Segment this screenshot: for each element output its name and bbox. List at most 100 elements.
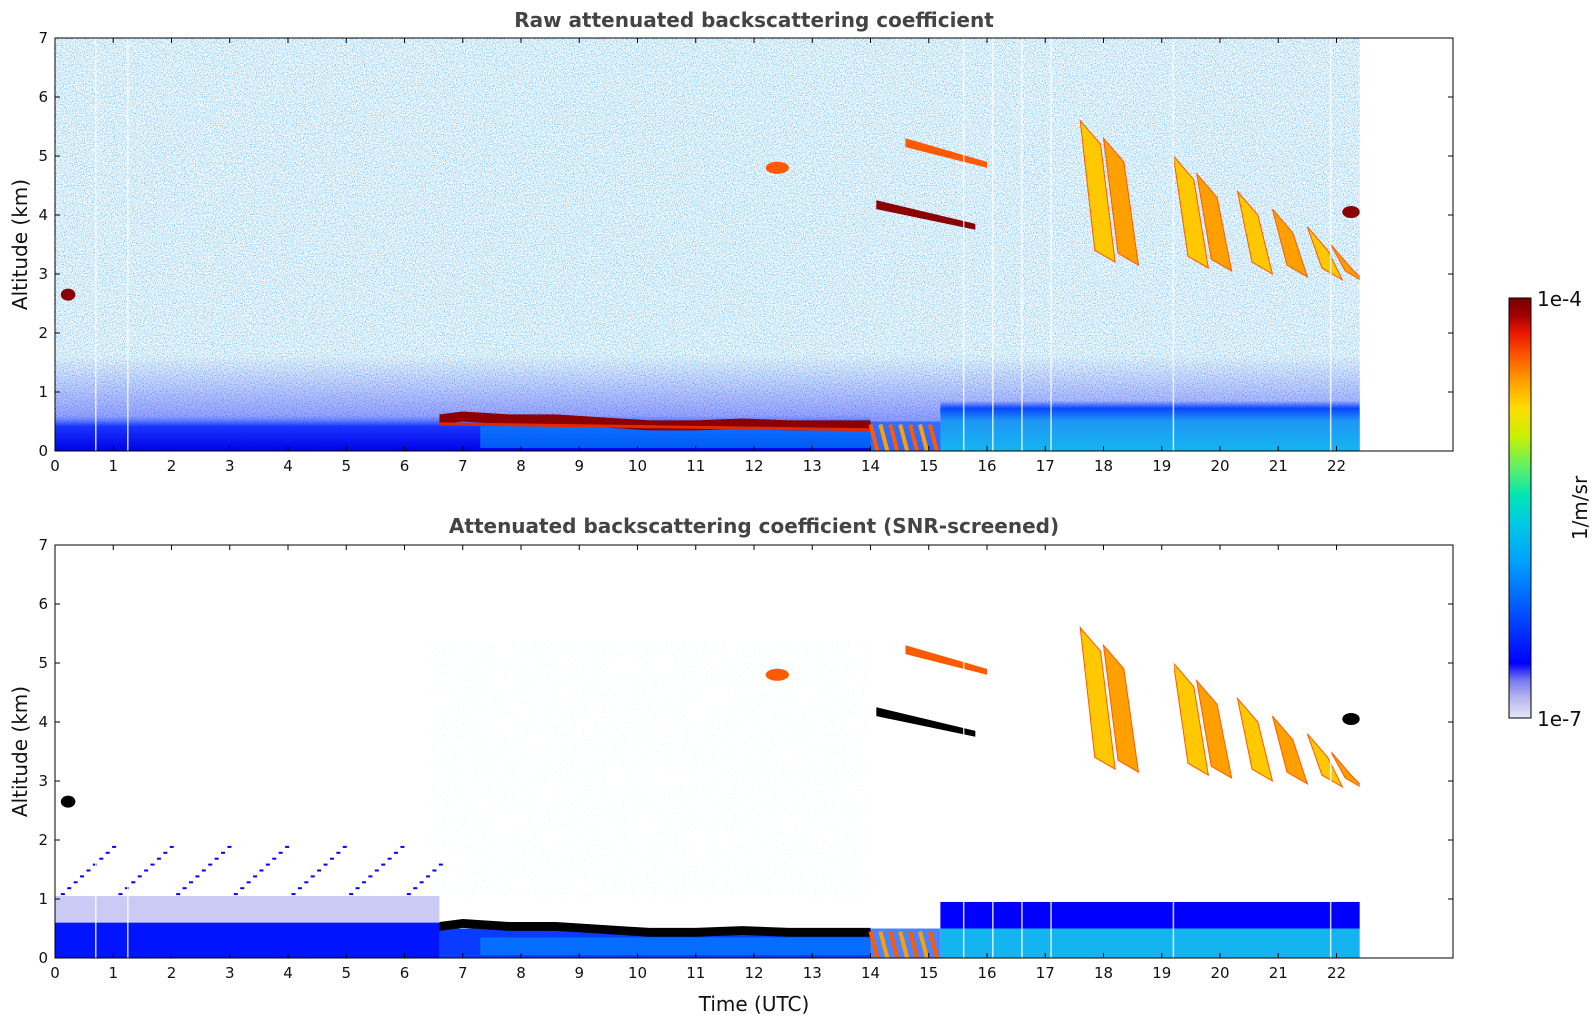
screened-bl-dayfill bbox=[480, 937, 871, 956]
screened-noise-dash bbox=[317, 869, 322, 872]
screened-noise-dash bbox=[144, 869, 149, 872]
x-tick-label: 10 bbox=[628, 457, 647, 475]
raw-cloud-patch bbox=[1342, 206, 1360, 219]
screened-cirrus-fallstreak bbox=[1271, 715, 1309, 786]
screened-cirrus-fallstreak bbox=[1236, 696, 1274, 783]
screened-noise-dash bbox=[400, 845, 405, 848]
y-tick-label: 2 bbox=[38, 324, 48, 342]
raw-convective-streak bbox=[898, 423, 910, 451]
screened-convective-streak bbox=[878, 930, 890, 958]
x-tick-label: 17 bbox=[1036, 457, 1055, 475]
screened-noise-dash bbox=[131, 881, 136, 884]
panel-screened-xlabel: Time (UTC) bbox=[698, 992, 810, 1016]
panel-screened: Attenuated backscattering coefficient (S… bbox=[8, 514, 1454, 1016]
screened-noise-dash bbox=[265, 863, 270, 866]
screened-noise-dash bbox=[259, 869, 264, 872]
raw-cloud-patch bbox=[765, 161, 789, 174]
screened-noise-dash bbox=[304, 881, 309, 884]
screened-noise-dash bbox=[349, 893, 354, 896]
raw-cirrus-fallstreak bbox=[1271, 208, 1309, 279]
panel-screened-heatmap bbox=[55, 545, 1453, 958]
screened-noise-dash bbox=[221, 851, 226, 854]
x-tick-label: 15 bbox=[919, 457, 938, 475]
raw-bl-top-edge bbox=[439, 422, 871, 432]
screened-noise-dash bbox=[233, 893, 238, 896]
y-tick-label: 4 bbox=[38, 206, 48, 224]
screened-noise-dash bbox=[105, 851, 110, 854]
screened-noise-dash bbox=[342, 845, 347, 848]
screened-noise-dash bbox=[150, 863, 155, 866]
x-tick-label: 9 bbox=[574, 964, 584, 982]
screened-noise-dash bbox=[246, 881, 251, 884]
panel-screened-title: Attenuated backscattering coefficient (S… bbox=[449, 514, 1059, 538]
x-tick-label: 2 bbox=[167, 964, 177, 982]
screened-bl-early-fringe bbox=[55, 896, 440, 923]
x-tick-label: 13 bbox=[803, 964, 822, 982]
screened-noise-dash bbox=[214, 857, 219, 860]
screened-noise-dash bbox=[272, 857, 277, 860]
x-tick-label: 8 bbox=[516, 964, 526, 982]
panel-raw-title: Raw attenuated backscattering coefficien… bbox=[514, 8, 994, 32]
raw-cirrus-fallstreak bbox=[1172, 154, 1210, 270]
screened-noise-dash bbox=[124, 887, 129, 890]
screened-noise-dash bbox=[374, 869, 379, 872]
x-tick-label: 4 bbox=[283, 457, 293, 475]
x-tick-label: 11 bbox=[686, 457, 705, 475]
colorbar: 1e-4 1e-7 1/m/sr bbox=[1508, 287, 1592, 731]
screened-noise-dash bbox=[291, 893, 296, 896]
screened-noise-dash bbox=[323, 863, 328, 866]
x-tick-label: 3 bbox=[225, 964, 235, 982]
screened-noise-dash bbox=[67, 887, 72, 890]
screened-noise-dash bbox=[368, 875, 373, 878]
screened-noise-dash bbox=[60, 893, 65, 896]
screened-bl-top-layer bbox=[439, 919, 871, 937]
x-tick-label: 7 bbox=[458, 457, 468, 475]
y-tick-label: 6 bbox=[38, 88, 48, 106]
x-tick-label: 5 bbox=[341, 457, 351, 475]
x-tick-label: 18 bbox=[1094, 964, 1113, 982]
screened-noise-dash bbox=[394, 851, 399, 854]
screened-convective-streak bbox=[908, 930, 920, 958]
screened-noise-dash bbox=[188, 881, 193, 884]
screened-noise-dash bbox=[336, 851, 341, 854]
screened-noise-dash bbox=[387, 857, 392, 860]
raw-cirrus-fallstreak bbox=[1195, 172, 1233, 273]
raw-convective-streak bbox=[918, 423, 929, 451]
y-tick-label: 4 bbox=[38, 713, 48, 731]
y-tick-label: 7 bbox=[38, 536, 48, 554]
x-tick-label: 11 bbox=[686, 964, 705, 982]
raw-convective-streak bbox=[927, 423, 939, 451]
x-tick-label: 16 bbox=[977, 964, 996, 982]
screened-convective-streak bbox=[927, 930, 939, 958]
screened-noise-dash bbox=[285, 845, 290, 848]
screened-noise-dash bbox=[176, 893, 181, 896]
screened-bl-late-cyan bbox=[940, 928, 1360, 958]
screened-noise-dash bbox=[432, 869, 437, 872]
y-tick-label: 3 bbox=[38, 772, 48, 790]
x-tick-label: 14 bbox=[861, 457, 880, 475]
raw-no-data bbox=[1359, 38, 1453, 451]
x-tick-label: 6 bbox=[400, 457, 410, 475]
screened-noise-dash bbox=[92, 863, 97, 866]
panel-raw-ylabel: Altitude (km) bbox=[8, 179, 32, 310]
x-tick-label: 7 bbox=[458, 964, 468, 982]
screened-noise-dash bbox=[163, 851, 168, 854]
x-tick-label: 6 bbox=[400, 964, 410, 982]
screened-noise-dash bbox=[329, 857, 334, 860]
x-tick-label: 19 bbox=[1152, 964, 1171, 982]
raw-bl-late bbox=[940, 400, 1360, 451]
raw-aerosol-texture bbox=[470, 38, 830, 398]
x-tick-label: 0 bbox=[50, 457, 60, 475]
screened-noise-dash bbox=[195, 875, 200, 878]
screened-noise-dash bbox=[227, 845, 232, 848]
x-tick-label: 16 bbox=[977, 457, 996, 475]
x-tick-label: 3 bbox=[225, 457, 235, 475]
panel-raw-heatmap bbox=[55, 38, 1453, 451]
screened-noise-dash bbox=[99, 857, 104, 860]
screened-cloud-patch bbox=[765, 668, 789, 681]
screened-noise-dash bbox=[355, 887, 360, 890]
screened-aerosol-texture bbox=[430, 640, 870, 900]
x-tick-label: 0 bbox=[50, 964, 60, 982]
x-tick-label: 1 bbox=[108, 964, 118, 982]
